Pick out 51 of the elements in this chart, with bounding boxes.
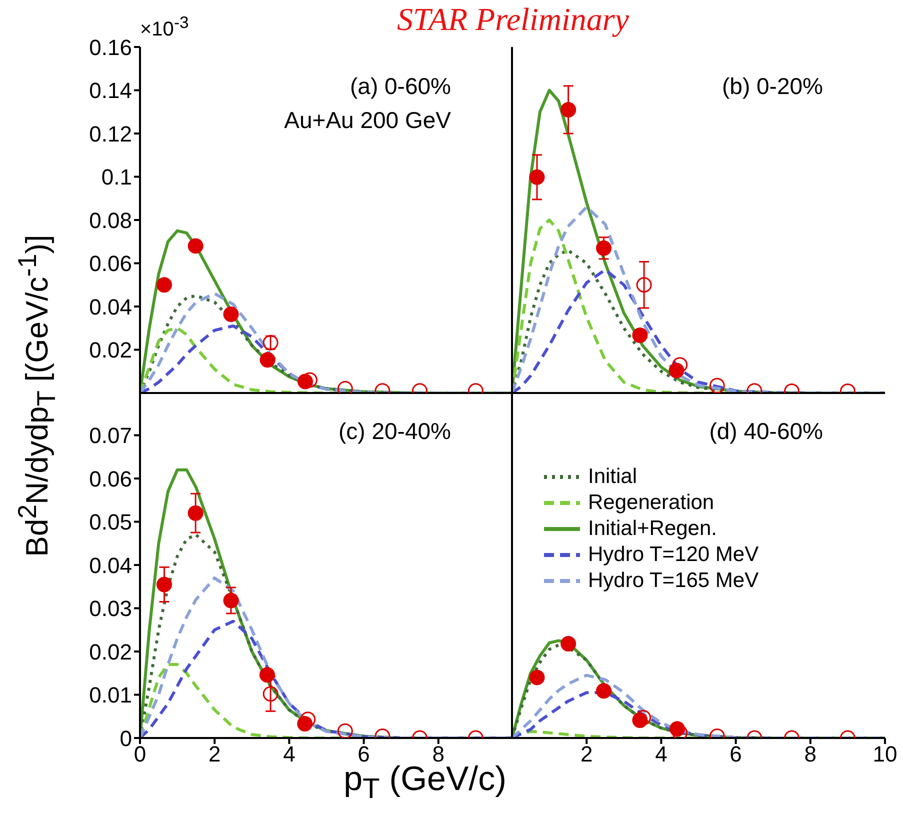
annotation: (c) 20-40% [338,417,451,446]
point [709,378,725,393]
point [632,328,648,344]
x-tick-label: 4 [655,742,668,767]
y-tick-label: 0.16 [89,34,132,60]
point [636,277,652,293]
x-tick-label: 8 [804,742,817,767]
y-tick-label: 0.12 [89,121,132,146]
x-tick-label: 2 [580,742,593,767]
point [188,505,204,521]
annotation: (a) 0-60% [349,72,451,101]
legend-label: Initial [588,464,638,490]
y-tick-label: 0.06 [89,466,132,492]
legend-label: Hydro T=120 MeV [588,542,759,568]
legend-label: Regeneration [588,490,714,516]
y-tick-label: 0.06 [89,251,132,276]
y-tick-label: 0.02 [89,639,132,664]
y-tick-label: 0.04 [89,552,132,578]
y-tick-label: 0.04 [89,294,132,320]
x-tick-label: 6 [730,742,742,767]
point [560,102,576,118]
x-tick-label: 10 [872,742,898,767]
point [672,357,688,373]
y-tick-label: 0.08 [89,208,132,233]
point [337,723,353,738]
point [156,576,172,592]
y-tick-label: 0.14 [89,78,132,104]
point [300,712,316,728]
y-tick-label: 0.1 [101,164,132,190]
annotation: Au+Au 200 GeV [284,106,451,135]
x-tick-label: 6 [358,742,370,767]
y-tick-label: 0.07 [89,423,132,448]
point [223,592,239,608]
x-tick-label: 8 [432,742,445,767]
chart-title: STAR Preliminary [397,1,629,37]
legend-label: Hydro T=165 MeV [588,568,759,594]
x-tick-label: 2 [208,742,221,767]
point [259,667,275,683]
y-tick-label: 0.02 [89,338,132,363]
y-tick-label: 0.03 [89,596,132,622]
point [596,240,612,256]
y-tick-label: 0 [120,726,132,751]
point [529,169,545,185]
y-tick-label: 0.01 [89,682,132,708]
y-tick-label: 0.05 [89,510,132,535]
point [262,686,278,702]
legend-label: Initial+Regen. [588,516,718,542]
x-tick-label: 4 [283,742,296,767]
annotation: (d) 40-60% [709,417,823,446]
annotation: (b) 0-20% [722,72,823,101]
chart-subtitle: ×10$^{-3}$ [140,13,189,42]
